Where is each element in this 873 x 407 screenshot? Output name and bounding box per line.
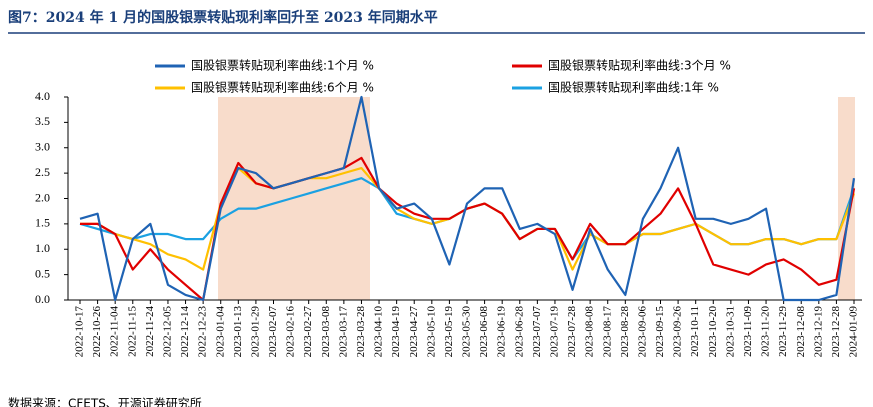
source-note: 数据来源：CFETS、开源证券研究所 [8,396,202,407]
x-tick-label: 2023-10-31 [724,306,736,357]
x-tick-label: 2023-01-13 [232,306,244,358]
x-tick-label: 2023-08-08 [584,306,596,358]
y-tick-label: 2.0 [35,190,50,204]
y-tick-label: 0.0 [35,292,50,306]
x-tick-label: 2023-05-30 [461,306,473,358]
x-tick-label: 2022-10-17 [74,306,86,358]
x-tick-label: 2023-04-10 [373,306,385,358]
x-tick-label: 2023-03-08 [320,306,332,358]
x-tick-label: 2023-08-17 [601,306,613,358]
x-tick-label: 2023-05-19 [443,306,455,358]
x-tick-label: 2023-02-07 [267,306,279,358]
x-tick-label: 2023-06-28 [513,306,525,358]
legend-label: 国股银票转贴现利率曲线:6个月 % [191,80,374,95]
x-tick-label: 2023-12-28 [830,306,842,358]
x-tick-label: 2024-01-09 [848,306,860,358]
x-tick-label: 2023-07-07 [531,306,543,358]
x-tick-label: 2022-11-15 [126,306,138,357]
x-tick-label: 2023-12-19 [812,306,824,358]
series-line [80,156,856,302]
x-tick-label: 2023-11-20 [760,306,772,357]
x-tick-label: 2022-12-14 [179,306,191,358]
y-tick-label: 1.0 [35,241,50,255]
x-tick-label: 2023-09-15 [654,306,666,358]
x-tick-label: 2023-12-08 [795,306,807,358]
y-tick-label: 1.5 [35,216,50,230]
series-line [79,177,856,261]
y-tick-label: 0.5 [35,266,50,280]
x-tick-label: 2022-12-05 [161,306,173,358]
x-tick-label: 2023-01-29 [249,306,261,358]
x-tick-label: 2023-09-06 [636,306,648,358]
x-tick-label: 2023-11-29 [777,306,789,357]
x-tick-label: 2022-10-26 [91,306,103,358]
chart-title: 图7：2024 年 1 月的国股银票转贴现利率回升至 2023 年同期水平 [8,9,438,26]
y-tick-label: 3.0 [35,140,50,154]
series-line [79,95,856,302]
x-tick-label: 2023-08-28 [619,306,631,358]
x-tick-label: 2023-04-19 [390,306,402,358]
x-tick-label: 2023-04-27 [408,306,420,358]
x-tick-label: 2023-10-20 [707,306,719,358]
x-tick-label: 2022-12-23 [197,306,209,358]
legend-label: 国股银票转贴现利率曲线:1个月 % [191,58,374,73]
x-tick-label: 2023-10-11 [689,306,701,357]
x-tick-label: 2023-05-10 [425,306,437,358]
series-line [80,166,856,271]
x-tick-label: 2023-06-08 [478,306,490,358]
x-tick-label: 2023-09-26 [672,306,684,358]
y-tick-label: 3.5 [35,114,50,128]
x-tick-label: 2023-01-04 [214,306,226,358]
x-tick-label: 2023-03-28 [355,306,367,358]
x-tick-label: 2023-07-19 [548,306,560,358]
x-tick-label: 2022-11-04 [109,306,121,357]
legend-label: 国股银票转贴现利率曲线:3个月 % [548,58,731,73]
x-tick-label: 2023-03-17 [337,306,349,358]
x-tick-label: 2023-07-28 [566,306,578,358]
y-tick-label: 4.0 [35,89,50,103]
x-tick-label: 2023-02-16 [285,306,297,358]
x-tick-label: 2023-06-19 [496,306,508,358]
legend-label: 国股银票转贴现利率曲线:1年 % [548,80,719,95]
x-tick-label: 2023-02-27 [302,306,314,358]
x-tick-label: 2023-11-09 [742,306,754,357]
y-tick-label: 2.5 [35,165,50,179]
x-tick-label: 2022-11-24 [144,306,156,357]
